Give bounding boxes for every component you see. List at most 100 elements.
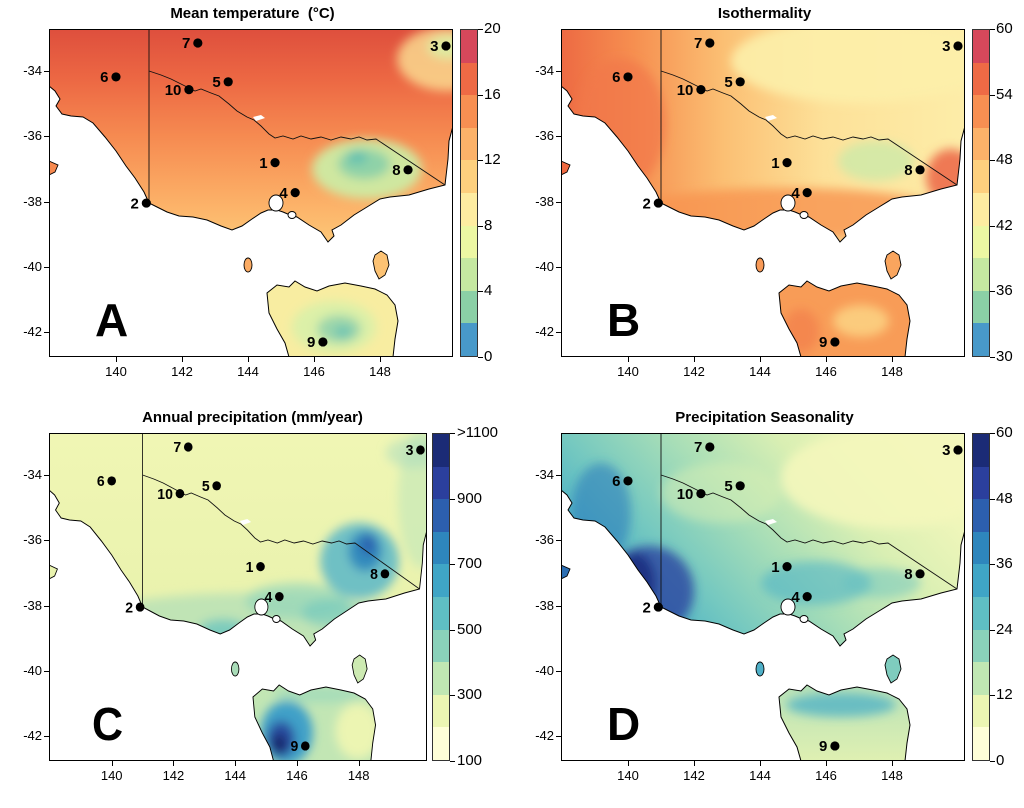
x-tick-label: 144 [749, 768, 771, 783]
colorbar-tick [478, 225, 483, 227]
y-axis-tick [556, 201, 561, 203]
panel-c: Annual precipitation (mm/year) [0, 404, 512, 808]
x-tick-label: 144 [749, 364, 771, 379]
site-label-6: 6 [612, 69, 620, 86]
colorbar-segment [461, 30, 477, 63]
y-tick-label: -40 [535, 662, 554, 678]
site-dot-8 [915, 165, 925, 175]
colorbar-segment [433, 531, 449, 565]
colorbar-tick-label: 60 [996, 20, 1013, 37]
site-label-6: 6 [100, 69, 108, 86]
site-label-3: 3 [430, 38, 438, 55]
colorbar-segment [973, 531, 989, 565]
colorbar-tick [450, 629, 455, 631]
colorbar-segment [973, 564, 989, 597]
colorbar-tick-label: 700 [457, 555, 483, 573]
site-dot-10 [175, 489, 185, 499]
x-tick-label: 146 [286, 768, 308, 783]
x-axis-tick [235, 761, 237, 766]
y-axis-tick [556, 540, 561, 542]
site-label-6: 6 [97, 474, 105, 491]
colorbar-segment [461, 290, 477, 324]
colorbar-segment [433, 499, 449, 532]
x-axis-tick [379, 357, 381, 362]
y-axis-tick [44, 605, 49, 607]
site-label-2: 2 [125, 600, 133, 617]
y-tick-label: -42 [535, 323, 554, 339]
x-axis-tick [181, 357, 183, 362]
site-dot-3 [441, 41, 451, 51]
colorbar-tick-label: 900 [457, 489, 483, 507]
site-dot-4 [802, 592, 812, 602]
site-label-3: 3 [406, 443, 414, 460]
colorbar-tick-label: 30 [996, 348, 1013, 365]
panel-a: Mean temperature (°C) [0, 0, 512, 404]
y-tick-label: -38 [23, 193, 42, 209]
y-axis-tick [556, 670, 561, 672]
site-label-9: 9 [307, 334, 315, 351]
colorbar-tick [990, 357, 995, 358]
map-isothermality: B 1 2 3 4 5 6 7 8 9 10 [561, 29, 965, 357]
y-tick-label: -38 [23, 597, 42, 613]
map-mean-temperature: A 1 2 3 4 5 6 7 8 9 10 [49, 29, 453, 357]
colorbar-isothermality [972, 29, 990, 357]
colorbar-segment [973, 62, 989, 96]
y-axis-tick [44, 475, 49, 477]
y-axis-tick [44, 71, 49, 73]
site-label-1: 1 [259, 155, 267, 172]
site-dot-4 [802, 188, 812, 198]
site-label-5: 5 [724, 74, 732, 91]
site-label-10: 10 [157, 486, 173, 503]
king-island [755, 661, 765, 677]
colorbar-segment [973, 258, 989, 291]
site-dot-1 [782, 158, 792, 168]
site-dot-4 [275, 592, 284, 602]
y-axis-tick [556, 735, 561, 737]
site-dot-1 [256, 562, 265, 572]
site-dot-9 [300, 741, 310, 751]
y-axis-tick [44, 331, 49, 333]
colorbar-segment [973, 727, 989, 760]
colorbar-tick-label: 20 [484, 20, 501, 37]
flinders-island [372, 250, 390, 280]
colorbar-segment [973, 127, 989, 161]
colorbar-tick [990, 629, 995, 631]
colorbar-segment [461, 160, 477, 193]
colorbar-segment [973, 30, 989, 63]
y-axis-tick [556, 71, 561, 73]
site-dot-10 [696, 489, 706, 499]
site-label-5: 5 [212, 74, 220, 91]
site-dot-1 [782, 562, 792, 572]
site-label-2: 2 [643, 599, 651, 616]
colorbar-tick [450, 564, 455, 566]
x-tick-label: 140 [617, 768, 639, 783]
colorbar-tick [990, 761, 995, 762]
y-tick-label: -36 [535, 128, 554, 144]
y-tick-label: -38 [535, 597, 554, 613]
colorbar-segment [461, 62, 477, 96]
site-label-5: 5 [202, 479, 210, 496]
colorbar-tick-label: 48 [996, 489, 1013, 507]
y-tick-label: -34 [23, 63, 42, 79]
x-tick-label: 144 [237, 364, 259, 379]
y-tick-label: -36 [23, 532, 42, 548]
colorbar-tick [478, 291, 483, 293]
colorbar-tick [990, 94, 995, 96]
western-port-bay [799, 615, 809, 623]
x-axis-tick [693, 357, 695, 362]
map-precipitation-seasonality: D 1 2 3 4 5 6 7 8 9 10 [561, 433, 965, 761]
colorbar-tick [990, 564, 995, 566]
colorbar-segment [461, 258, 477, 291]
x-tick-label: 144 [224, 768, 247, 783]
colorbar-segment [433, 662, 449, 695]
x-tick-label: 140 [100, 768, 123, 783]
site-markers: 1 2 3 4 5 6 7 8 9 10 [100, 35, 451, 351]
site-dot-9 [318, 337, 328, 347]
x-axis-tick [825, 357, 827, 362]
y-tick-label: -34 [535, 63, 554, 79]
colorbar-segment [973, 499, 989, 532]
colorbar-tick [990, 498, 995, 500]
site-dot-6 [623, 72, 633, 82]
colorbar-segment [433, 694, 449, 728]
